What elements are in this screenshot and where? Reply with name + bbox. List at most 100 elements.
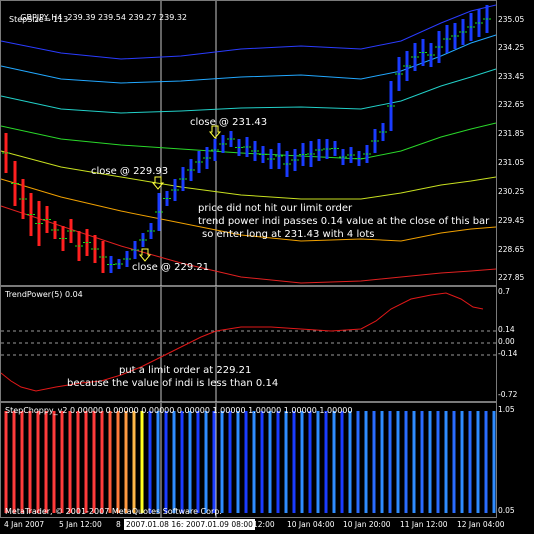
stepchoppy-tick: 1.05 <box>498 405 515 414</box>
price-scale[interactable]: 235.05 234.25 233.45 232.65 231.85 231.0… <box>497 0 534 286</box>
choppy-bar <box>76 411 80 513</box>
price-chart <box>0 1 497 287</box>
choppy-bar <box>164 411 168 513</box>
choppy-bar <box>52 411 56 513</box>
symbol-text: GBPJPY,H4 <box>20 13 63 22</box>
choppy-bar <box>484 411 488 513</box>
trendpower-scale[interactable]: 0.7 0.14 0.00 -0.14 -0.72 <box>497 286 534 402</box>
choppy-bar <box>308 411 312 513</box>
price-tick: 227.85 <box>498 273 525 282</box>
choppy-bar <box>428 411 432 513</box>
price-tick: 230.25 <box>498 187 525 196</box>
choppy-bar <box>20 411 24 513</box>
choppy-bar <box>4 411 8 513</box>
date-label: 11 Jan 12:00 <box>400 520 448 529</box>
choppy-bar <box>260 411 264 513</box>
date-label: 4 Jan 2007 <box>4 520 45 529</box>
choppy-bar <box>108 411 112 513</box>
date-label: 12 Jan 04:00 <box>457 520 505 529</box>
date-label: 10 Jan 04:00 <box>287 520 335 529</box>
choppy-bar <box>396 411 400 513</box>
choppy-bar <box>140 411 144 513</box>
choppy-bar <box>196 411 200 513</box>
choppy-bar <box>156 411 160 513</box>
choppy-bar <box>132 411 136 513</box>
price-panel[interactable]: GBPJPY,H4 239.39 239.54 239.27 239.32 St… <box>0 0 534 287</box>
annotation-note-2: trend power indi passes 0.14 value at th… <box>198 216 490 227</box>
price-tick: 235.05 <box>498 15 525 24</box>
annotation-note-3: so enter long at 231.43 with 4 lots <box>202 229 375 240</box>
signal-arrow-icon <box>208 125 222 139</box>
date-label: 5 Jan 12:00 <box>59 520 102 529</box>
choppy-bar <box>436 411 440 513</box>
price-tick: 231.05 <box>498 158 525 167</box>
choppy-bar <box>276 411 280 513</box>
annotation-note-1: price did not hit our limit order <box>198 203 353 214</box>
date-label: 12:00 <box>253 520 275 529</box>
choppy-bar <box>372 411 376 513</box>
choppy-bar <box>300 411 304 513</box>
signal-arrow-icon <box>151 176 165 190</box>
choppy-bar <box>364 411 368 513</box>
choppy-bar <box>284 411 288 513</box>
trendpower-annotation-2: because the value of indi is less than 0… <box>67 378 279 389</box>
choppy-bar <box>492 411 496 513</box>
choppy-bar <box>316 411 320 513</box>
choppy-bar <box>172 411 176 513</box>
stepchoppy-plot-area[interactable]: StepChoppy_v2 0.00000 0.00000 0.00000 0.… <box>0 402 497 519</box>
choppy-bar <box>268 411 272 513</box>
choppy-bar <box>236 411 240 513</box>
stepchoppy-title: StepChoppy_v2 0.00000 0.00000 0.00000 0.… <box>5 406 353 415</box>
choppy-bar <box>468 411 472 513</box>
date-axis[interactable]: 4 Jan 2007 5 Jan 12:00 8 2007.01.08 16:0… <box>0 518 534 534</box>
symbol-label: GBPJPY,H4 239.39 239.54 239.27 239.32 <box>5 4 187 31</box>
trendpower-panel[interactable]: TrendPower(5) 0.04 put a limit order at … <box>0 286 534 403</box>
channel-line <box>0 68 497 114</box>
stepchoppy-scale[interactable]: 1.05 0.05 <box>497 402 534 518</box>
stepchoppy-panel[interactable]: StepChoppy_v2 0.00000 0.00000 0.00000 0.… <box>0 402 534 519</box>
trendpower-tick: 0.00 <box>498 337 515 346</box>
trendpower-tick: -0.72 <box>498 390 518 399</box>
annotation-close-229-93: close @ 229.93 <box>91 166 169 177</box>
choppy-bar <box>180 411 184 513</box>
channel-line <box>0 205 497 284</box>
crosshair-date-box-2: 2007.01.09 08:00 <box>184 519 255 530</box>
choppy-bar <box>340 411 344 513</box>
annotation-close-229-21: close @ 229.21 <box>132 262 210 273</box>
choppy-bar <box>252 411 256 513</box>
choppy-bar <box>332 411 336 513</box>
choppy-bar <box>460 411 464 513</box>
price-tick: 234.25 <box>498 43 525 52</box>
choppy-bar <box>28 411 32 513</box>
choppy-bar <box>348 411 352 513</box>
choppy-bar <box>148 411 152 513</box>
choppy-bar <box>356 411 360 513</box>
price-plot-area[interactable]: GBPJPY,H4 239.39 239.54 239.27 239.32 St… <box>0 0 497 287</box>
channel-line <box>0 4 497 60</box>
choppy-bar <box>204 411 208 513</box>
trendpower-tick: 0.7 <box>498 287 510 296</box>
trendpower-tick: -0.14 <box>498 349 518 358</box>
crosshair-date-box: 2007.01.08 16:00 <box>124 519 195 530</box>
signal-arrow-icon <box>138 248 152 262</box>
stepchoppy-chart <box>4 403 496 519</box>
choppy-bar <box>124 411 128 513</box>
stepsize-label: StepSize= 113 <box>9 15 69 24</box>
stepchoppy-tick: 0.05 <box>498 506 515 515</box>
choppy-bar <box>388 411 392 513</box>
choppy-bar <box>100 411 104 513</box>
choppy-bar <box>476 411 480 513</box>
price-tick: 231.85 <box>498 129 525 138</box>
choppy-bar <box>404 411 408 513</box>
trendpower-annotation-1: put a limit order at 229.21 <box>119 365 252 376</box>
trendpower-chart <box>0 287 498 403</box>
trendpower-plot-area[interactable]: TrendPower(5) 0.04 put a limit order at … <box>0 286 498 403</box>
annotation-close-231: close @ 231.43 <box>190 117 268 128</box>
trendpower-tick: 0.14 <box>498 325 515 334</box>
date-label: 10 Jan 20:00 <box>343 520 391 529</box>
choppy-bar <box>84 411 88 513</box>
choppy-bar <box>380 411 384 513</box>
date-label: 8 <box>116 520 121 529</box>
choppy-bar <box>212 411 216 513</box>
choppy-bar <box>116 411 120 513</box>
